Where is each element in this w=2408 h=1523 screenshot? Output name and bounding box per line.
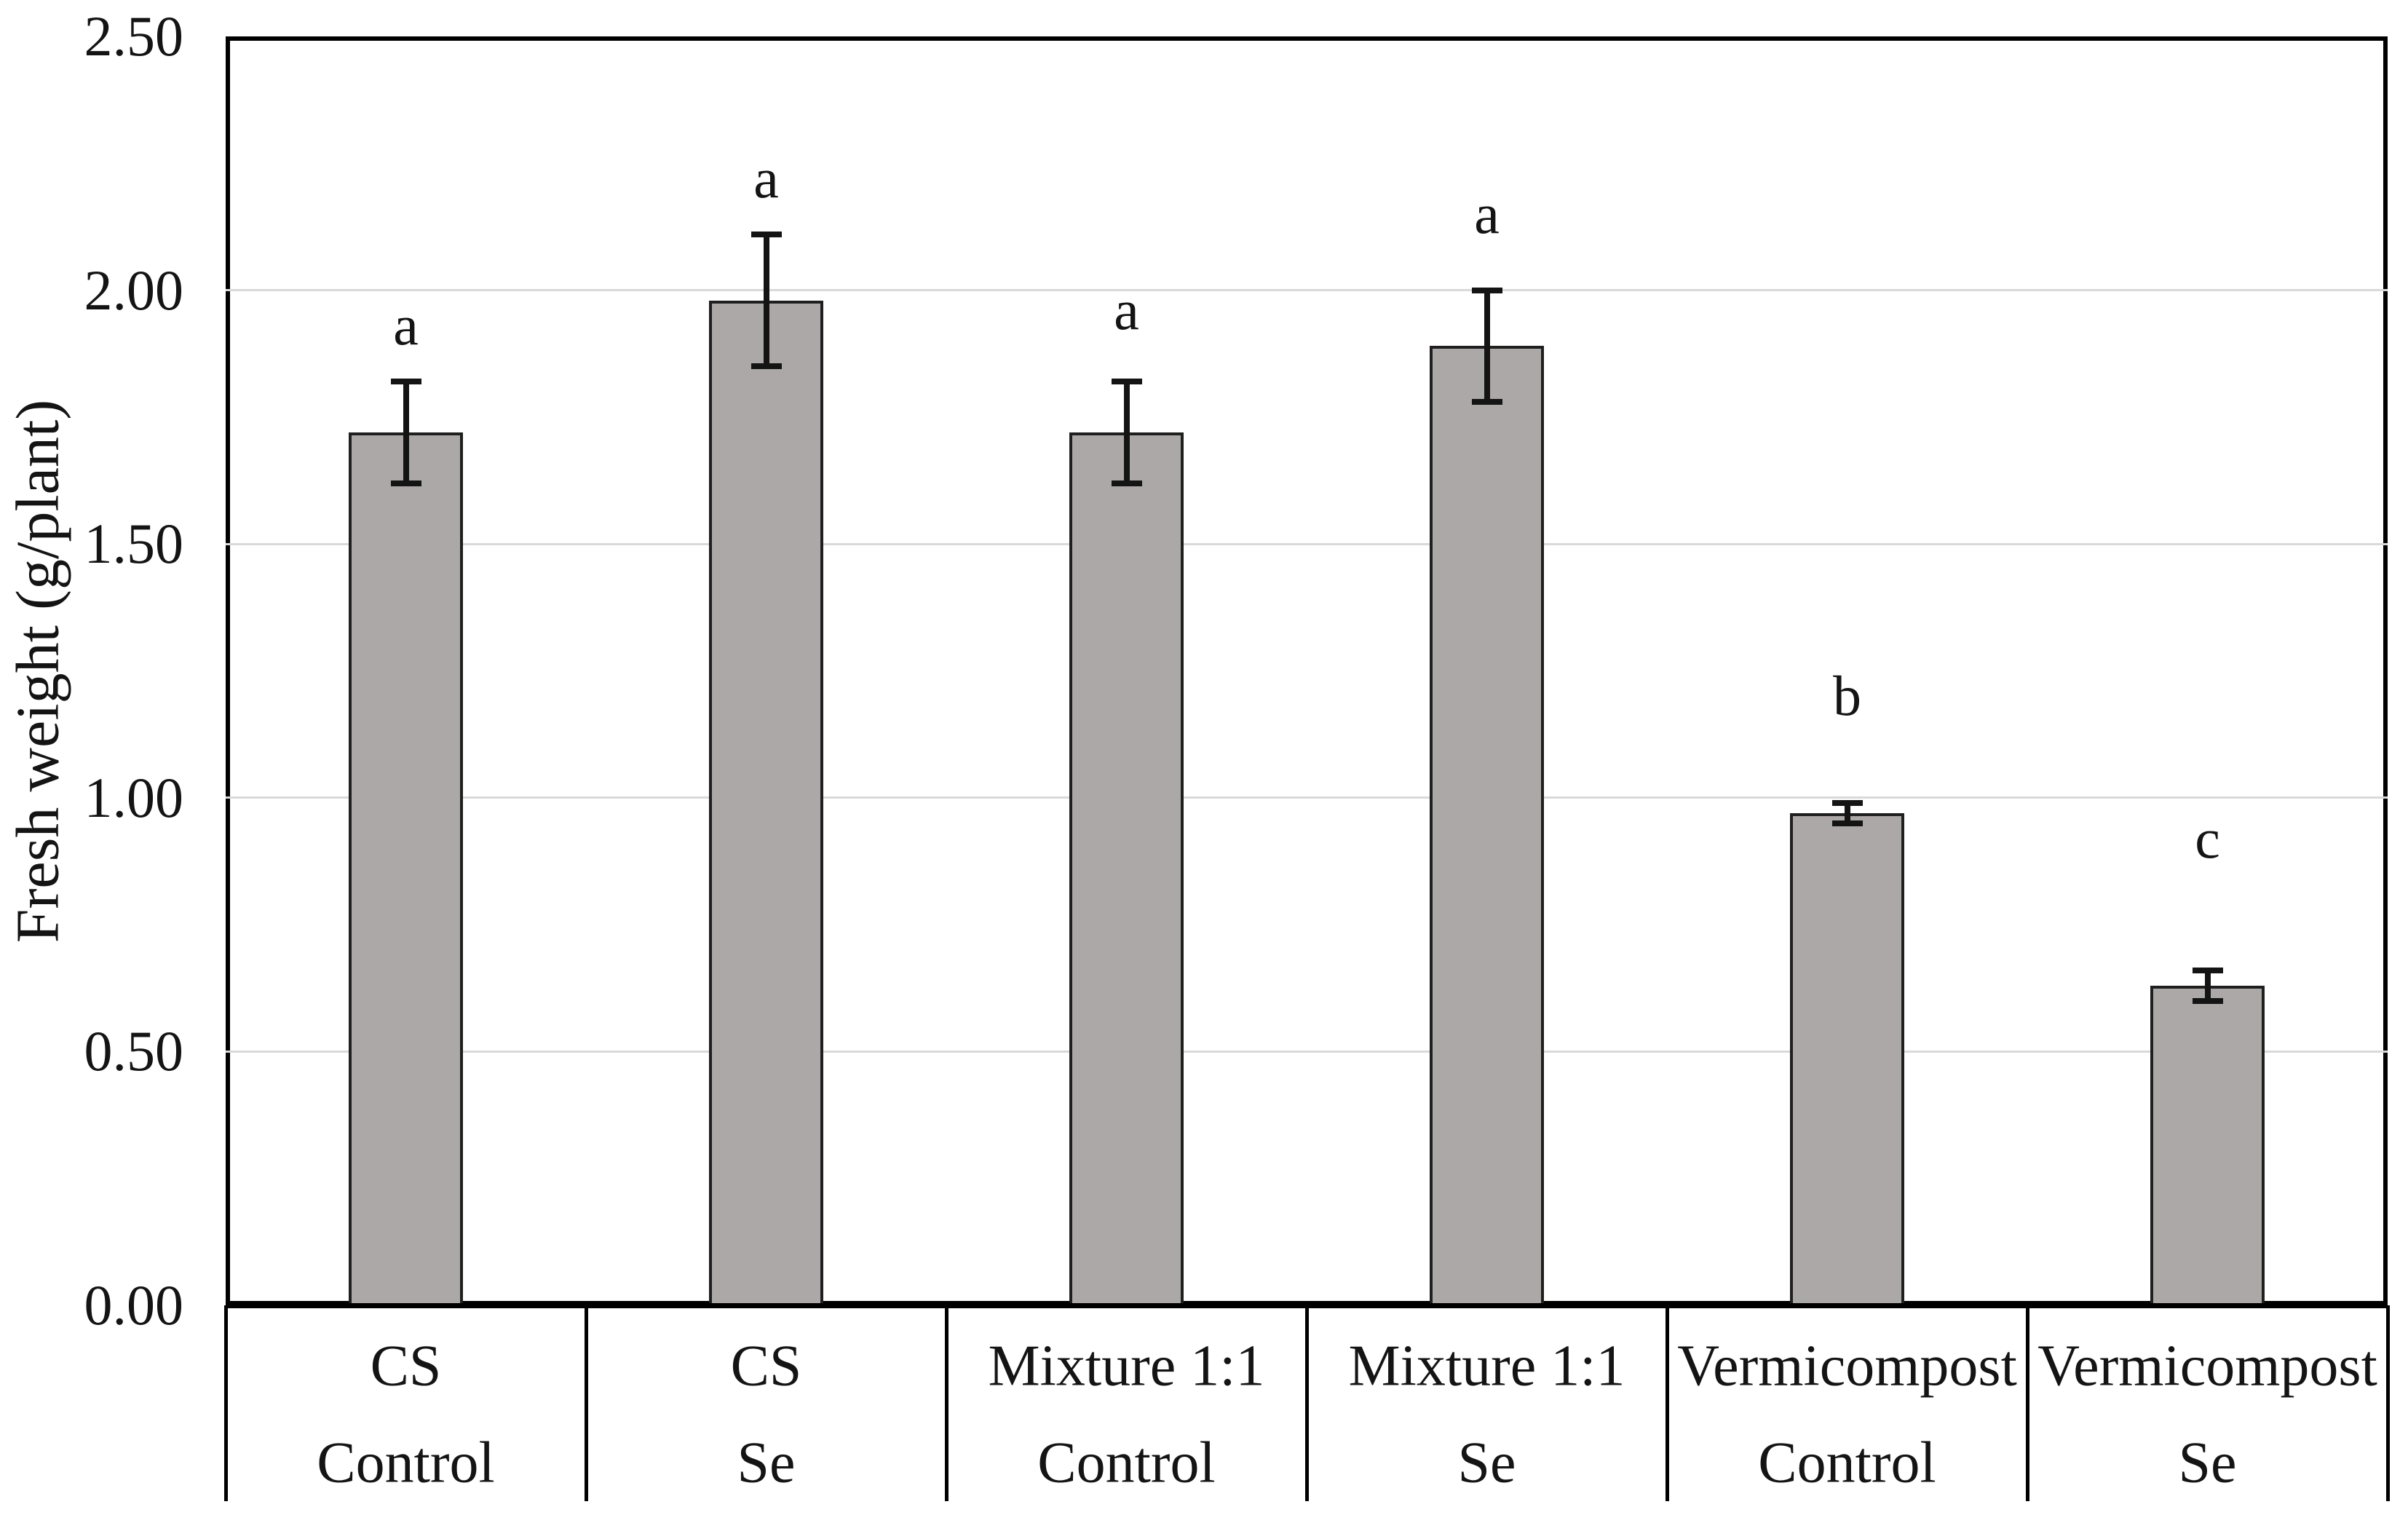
y-axis-title: Fresh weight (g/plant) <box>4 399 72 943</box>
category-label-treatment: Control <box>1758 1431 1936 1495</box>
error-bar-line <box>403 381 409 483</box>
y-tick-label: 1.00 <box>84 765 184 829</box>
category-label-treatment: Se <box>2178 1431 2237 1495</box>
category-divider <box>223 1305 228 1501</box>
error-bar-cap-top <box>1831 799 1863 806</box>
category-label-treatment: Control <box>1037 1431 1216 1495</box>
error-bar-cap-bottom <box>1111 480 1142 486</box>
bar <box>349 432 463 1305</box>
bar <box>1069 432 1184 1305</box>
category-divider <box>2025 1305 2029 1501</box>
error-bar-cap-bottom <box>1471 398 1502 405</box>
category-label-treatment: Control <box>317 1431 495 1495</box>
category-label-group: CS <box>730 1334 802 1399</box>
major-gridline <box>226 289 2388 292</box>
major-gridline <box>226 796 2388 799</box>
error-bar-cap-bottom <box>750 363 782 370</box>
significance-letter: c <box>2195 806 2220 870</box>
category-label-group: Mixture 1:1 <box>1348 1334 1625 1399</box>
y-tick-label: 0.50 <box>84 1019 184 1083</box>
error-bar-cap-top <box>1471 287 1502 293</box>
category-divider <box>944 1305 948 1501</box>
error-bar-line <box>763 234 769 367</box>
error-bar-line <box>2204 970 2211 1001</box>
significance-letter: a <box>1474 182 1500 246</box>
bar <box>1430 346 1544 1305</box>
category-label-treatment: Se <box>737 1431 796 1495</box>
error-bar-line <box>1484 290 1490 402</box>
category-divider <box>1304 1305 1309 1501</box>
error-bar-cap-bottom <box>1831 820 1863 826</box>
major-gridline <box>226 1050 2388 1053</box>
category-label-group: CS <box>370 1334 442 1399</box>
category-label-group: Mixture 1:1 <box>988 1334 1265 1399</box>
plot-area-frame <box>226 36 2388 1305</box>
error-bar-line <box>1844 802 1850 823</box>
major-gridline <box>226 542 2388 545</box>
bar <box>709 300 823 1305</box>
category-divider <box>2385 1305 2390 1501</box>
significance-letter: a <box>753 146 779 210</box>
significance-letter: a <box>1114 278 1139 342</box>
y-tick-label: 1.50 <box>84 512 184 576</box>
bar <box>2150 985 2265 1305</box>
error-bar-cap-bottom <box>390 480 421 486</box>
category-label-treatment: Se <box>1457 1431 1516 1495</box>
error-bar-cap-bottom <box>2192 997 2223 1004</box>
y-tick-label: 2.00 <box>84 258 184 322</box>
category-label-group: Vermicompost <box>2037 1334 2377 1399</box>
bar <box>1790 812 1904 1305</box>
category-divider <box>1665 1305 1669 1501</box>
x-axis-line <box>226 1302 2388 1308</box>
error-bar-line <box>1123 381 1130 483</box>
error-bar-cap-top <box>390 379 421 385</box>
y-tick-label: 0.00 <box>84 1273 184 1337</box>
category-label-group: Vermicompost <box>1677 1334 2017 1399</box>
significance-letter: a <box>393 293 419 357</box>
error-bar-cap-top <box>750 231 782 237</box>
error-bar-cap-top <box>1111 379 1142 385</box>
category-divider <box>584 1305 588 1501</box>
significance-letter: b <box>1833 664 1861 728</box>
y-tick-label: 2.50 <box>84 4 184 68</box>
error-bar-cap-top <box>2192 967 2223 973</box>
